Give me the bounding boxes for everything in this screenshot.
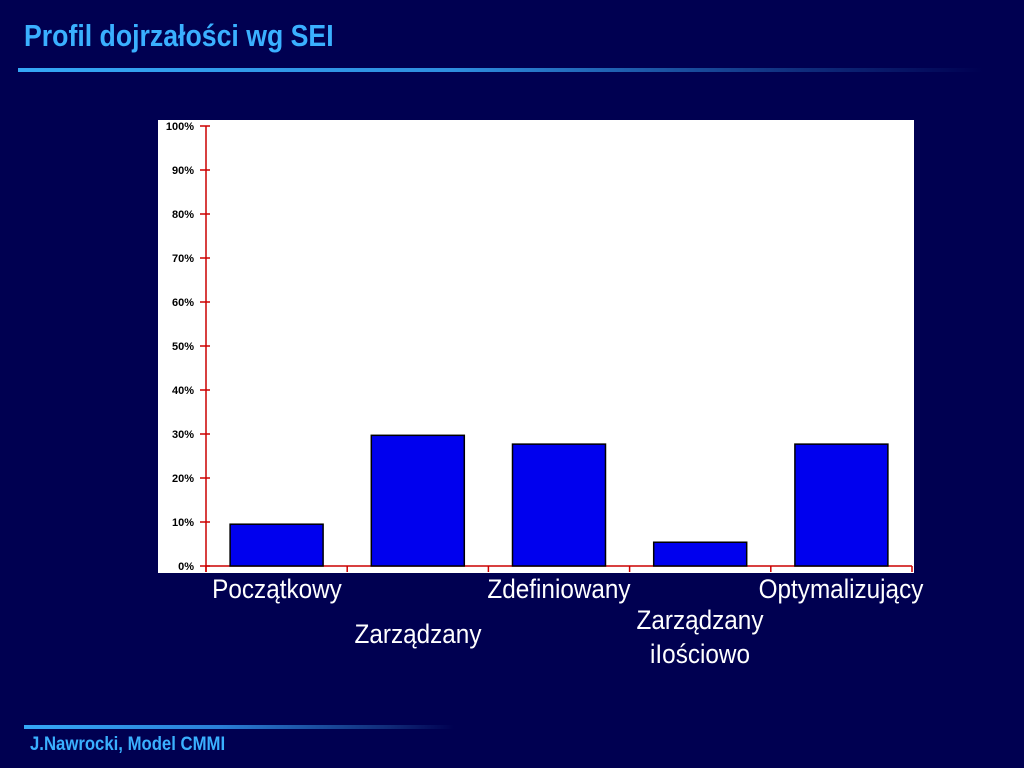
y-tick-label: 60% xyxy=(172,297,194,309)
slide-title: Profil dojrzałości wg SEI xyxy=(24,18,334,53)
y-axis: 0% 10% 20% 30% 40% 50% 60% 70% 80% 90% 100% xyxy=(166,121,210,573)
bar-value-label: 9.5% xyxy=(246,486,308,516)
y-tick-label: 70% xyxy=(172,253,194,265)
y-tick-label: 100% xyxy=(166,121,194,133)
bar-value-label: 27.7% xyxy=(803,406,880,436)
bar-value-label: 29.7% xyxy=(380,397,457,427)
y-tick-label: 10% xyxy=(172,517,194,529)
y-tick-label: 90% xyxy=(172,165,194,177)
bar xyxy=(229,523,324,567)
y-tick-label: 80% xyxy=(172,209,194,221)
bar xyxy=(370,434,466,567)
category-label: Zarządzany xyxy=(354,619,482,649)
bars xyxy=(229,434,889,567)
y-tick-label: 40% xyxy=(172,385,194,397)
y-tick-label: 50% xyxy=(172,341,194,353)
category-label: Zarządzany iIościowo xyxy=(636,605,764,669)
footer-divider xyxy=(24,725,454,729)
bar-value-label: 27.7% xyxy=(521,406,598,436)
category-label: Zdefiniowany xyxy=(487,574,631,604)
y-tick-label: 30% xyxy=(172,429,194,441)
category-label: Początkowy xyxy=(211,574,342,604)
y-tick-label: 20% xyxy=(172,473,194,485)
data-labels: 9.5% 29.7% 27.7% 5.4% 27.7% xyxy=(246,397,880,534)
bar xyxy=(652,541,748,567)
bar-value-label: 5.4% xyxy=(669,504,731,534)
y-tick-label: 0% xyxy=(178,561,194,573)
bar xyxy=(511,443,607,567)
title-divider xyxy=(18,68,983,72)
category-label: Optymalizujący xyxy=(759,574,924,604)
bar xyxy=(794,443,889,567)
footer-credit: J.Nawrocki, Model CMMI xyxy=(30,734,226,755)
